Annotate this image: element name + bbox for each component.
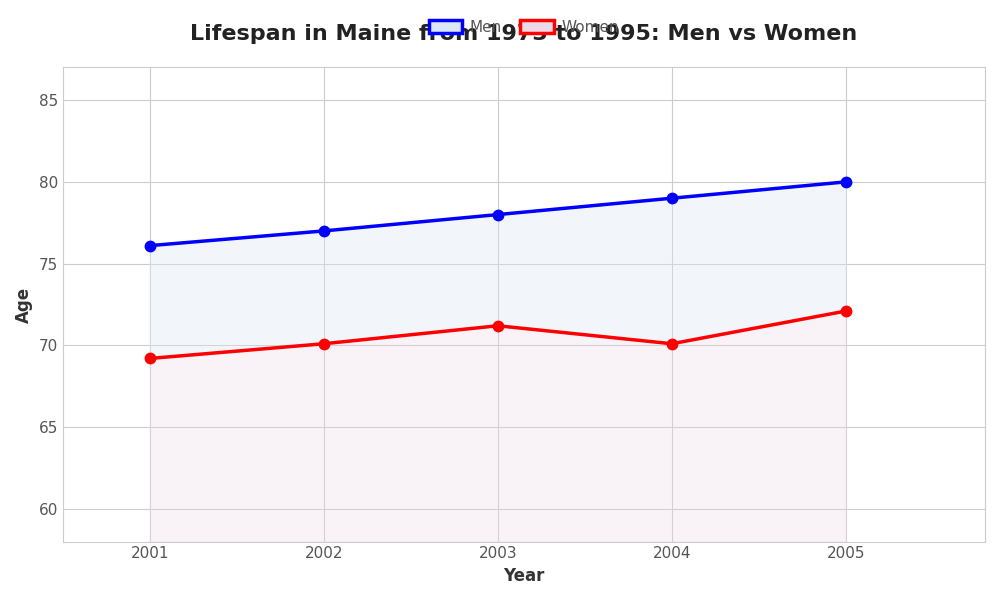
Title: Lifespan in Maine from 1973 to 1995: Men vs Women: Lifespan in Maine from 1973 to 1995: Men… (190, 23, 858, 44)
Y-axis label: Age: Age (15, 286, 33, 323)
X-axis label: Year: Year (503, 567, 545, 585)
Legend: Men, Women: Men, Women (422, 13, 625, 41)
